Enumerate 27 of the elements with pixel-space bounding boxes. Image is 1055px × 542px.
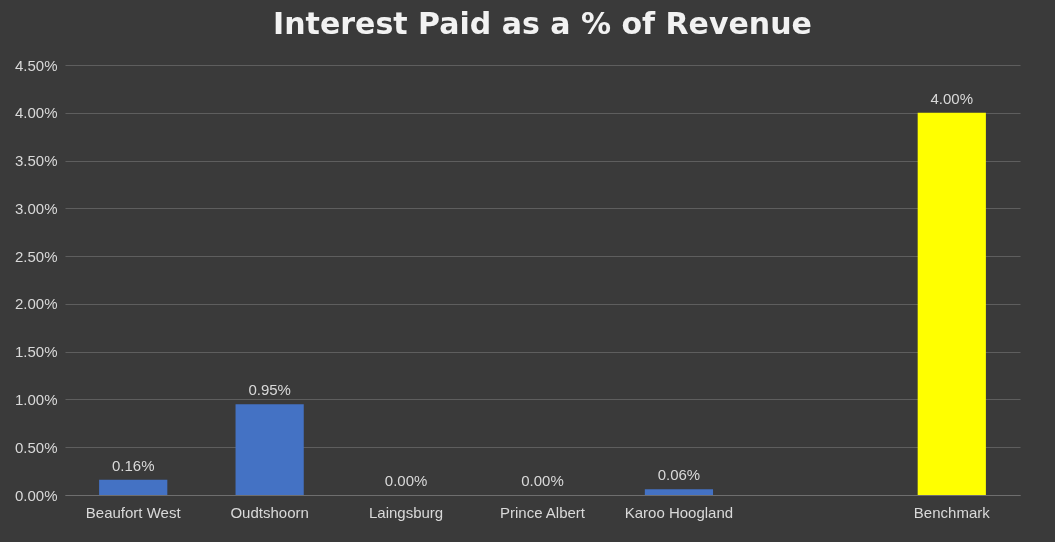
y-tick-label: 4.50% bbox=[14, 56, 58, 74]
y-tick-label: 0.00% bbox=[14, 486, 58, 504]
y-tick-label: 1.50% bbox=[14, 343, 58, 361]
y-tick-label: 4.00% bbox=[14, 104, 58, 122]
data-label: 0.00% bbox=[384, 472, 428, 489]
data-label: 0.00% bbox=[521, 472, 564, 489]
x-tick-label: Beaufort West bbox=[85, 503, 182, 521]
y-tick-label: 2.00% bbox=[14, 295, 58, 313]
data-label: 0.06% bbox=[657, 466, 701, 484]
x-tick-label: Benchmark bbox=[913, 503, 991, 521]
x-tick-label: Karoo Hoogland bbox=[624, 503, 734, 521]
x-tick-label: Prince Albert bbox=[499, 503, 586, 521]
y-tick-label: 3.50% bbox=[14, 152, 58, 170]
chart-title: Interest Paid as a % of Revenue bbox=[273, 6, 812, 41]
x-tick-label: Oudtshoorn bbox=[230, 503, 309, 521]
y-tick-label: 1.00% bbox=[14, 390, 58, 408]
y-tick-label: 0.50% bbox=[14, 438, 58, 456]
data-label: 4.00% bbox=[930, 89, 974, 107]
bar bbox=[235, 404, 304, 495]
bar bbox=[99, 479, 168, 495]
bar bbox=[917, 112, 986, 495]
data-label: 0.16% bbox=[111, 456, 155, 474]
data-label: 0.95% bbox=[248, 381, 291, 399]
y-tick-label: 3.00% bbox=[14, 199, 58, 217]
bar bbox=[644, 489, 714, 495]
x-tick-label: Laingsburg bbox=[368, 503, 444, 521]
y-tick-label: 2.50% bbox=[14, 247, 58, 265]
